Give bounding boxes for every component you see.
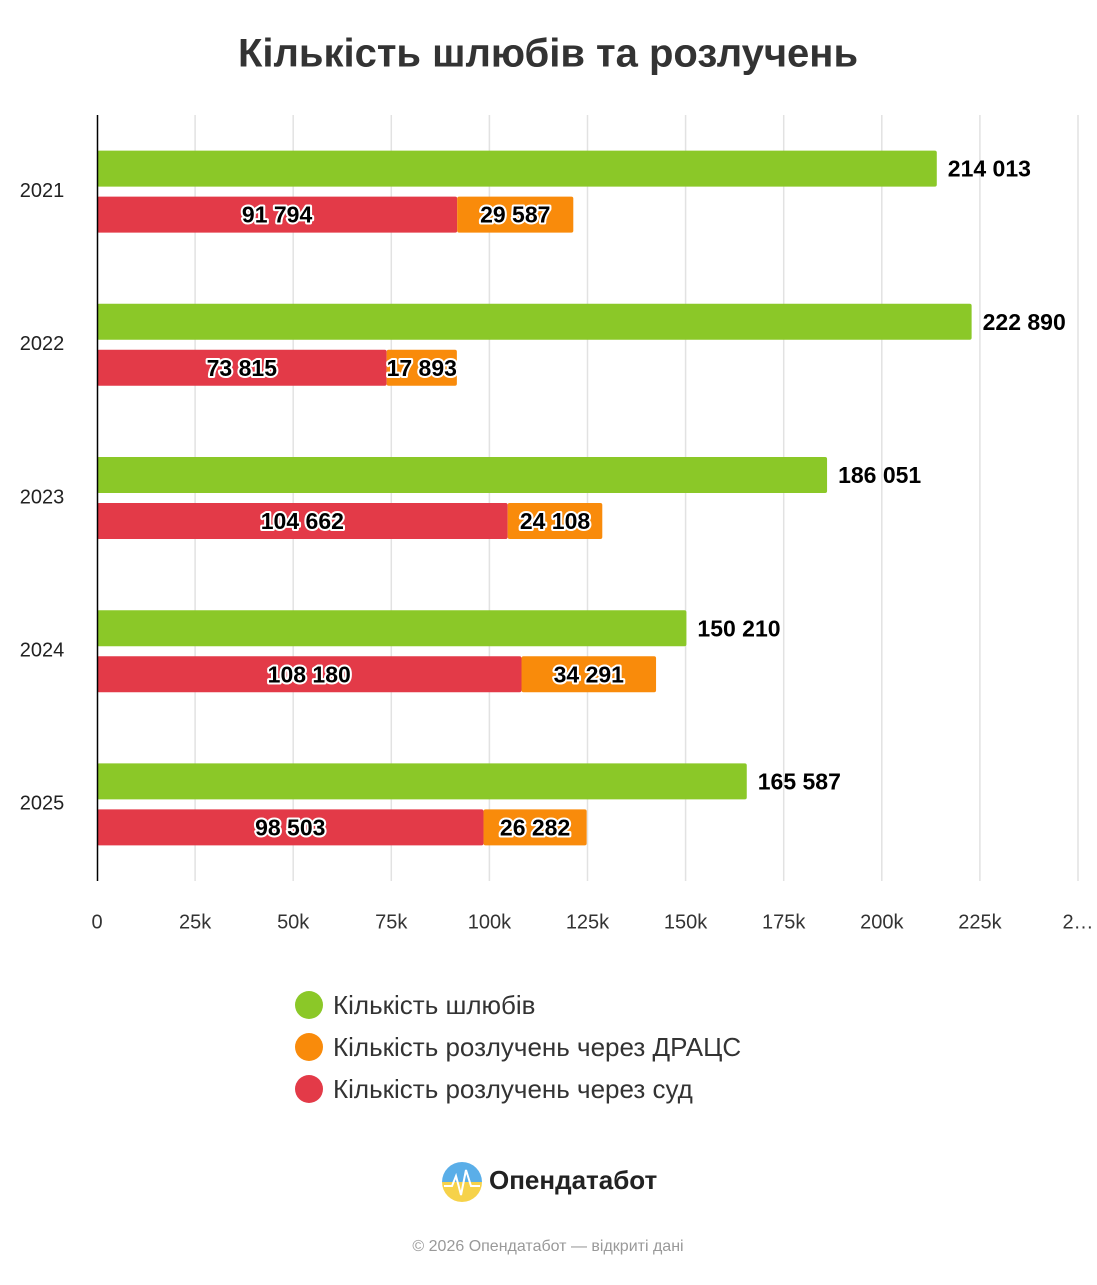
bar (507, 503, 603, 539)
x-tick-label: 25k (179, 911, 212, 933)
y-tick-label: 2025 (20, 793, 65, 815)
brand: Опендатабот (489, 1165, 658, 1195)
value-label: 104 662 (261, 508, 344, 534)
value-label: 29 587 (480, 202, 550, 228)
bar (97, 763, 747, 800)
legend-marker (295, 1033, 323, 1061)
copyright: © 2026 Опендатабот — відкриті дані (412, 1238, 683, 1255)
legend-label: Кількість розлучень через суд (333, 1074, 693, 1104)
bar (97, 503, 508, 539)
bar (97, 349, 387, 386)
value-label: 98 503 (255, 814, 325, 840)
value-label: 26 282 (500, 814, 570, 840)
value-label: 150 210 (697, 615, 780, 641)
x-tick-label: 2… (1062, 911, 1093, 933)
x-tick-label: 125k (566, 911, 610, 933)
bar (457, 196, 574, 233)
x-tick-label: 200k (860, 911, 904, 933)
value-label: 108 180 (268, 661, 351, 687)
value-label: 17 893 (387, 355, 457, 381)
value-label: 214 013 (948, 156, 1031, 182)
bar (386, 349, 457, 386)
legend-label: Кількість шлюбів (333, 990, 535, 1020)
x-tick-label: 225k (958, 911, 1002, 933)
x-tick-label: 50k (277, 911, 310, 933)
bar (97, 809, 484, 846)
bar (97, 196, 458, 233)
value-label: 91 794 (242, 202, 313, 228)
bar (97, 303, 972, 340)
bar (97, 457, 828, 493)
value-label: 24 108 (520, 508, 591, 534)
bar (483, 809, 587, 846)
value-label: 222 890 (983, 309, 1066, 335)
legend-label: Кількість розлучень через ДРАЦС (333, 1032, 741, 1062)
y-tick-label: 2022 (20, 333, 65, 355)
logo-wave (444, 1169, 480, 1196)
bar (521, 656, 657, 693)
y-tick-label: 2023 (20, 486, 65, 508)
x-tick-label: 75k (375, 911, 408, 933)
value-label: 186 051 (838, 462, 921, 488)
value-label: 34 291 (554, 661, 625, 687)
chart-title: Кількість шлюбів та розлучень (238, 32, 858, 76)
y-tick-label: 2021 (20, 180, 65, 202)
bars: 2021 214 013 91 794 29 587 2022 222 890 73 815… (20, 150, 1066, 846)
legend-marker (295, 1075, 323, 1103)
x-tick-label: 0 (91, 911, 102, 933)
value-label: 73 815 (207, 355, 278, 381)
value-label: 165 587 (758, 768, 841, 794)
grid: 0 25k 50k 75k 100k 125k 150k 175k 200k 225k 2… (91, 115, 1094, 933)
legend: Кількість шлюбів Кількість розлучень чере… (295, 990, 741, 1104)
bar (97, 610, 687, 647)
bar (97, 656, 522, 693)
bar (97, 150, 937, 187)
x-tick-label: 100k (468, 911, 512, 933)
legend-marker (295, 991, 323, 1019)
x-tick-label: 150k (664, 911, 708, 933)
logo-icon (442, 1162, 482, 1202)
logo: Опендатабот (442, 1162, 658, 1202)
y-tick-label: 2024 (20, 639, 65, 661)
x-tick-label: 175k (762, 911, 806, 933)
